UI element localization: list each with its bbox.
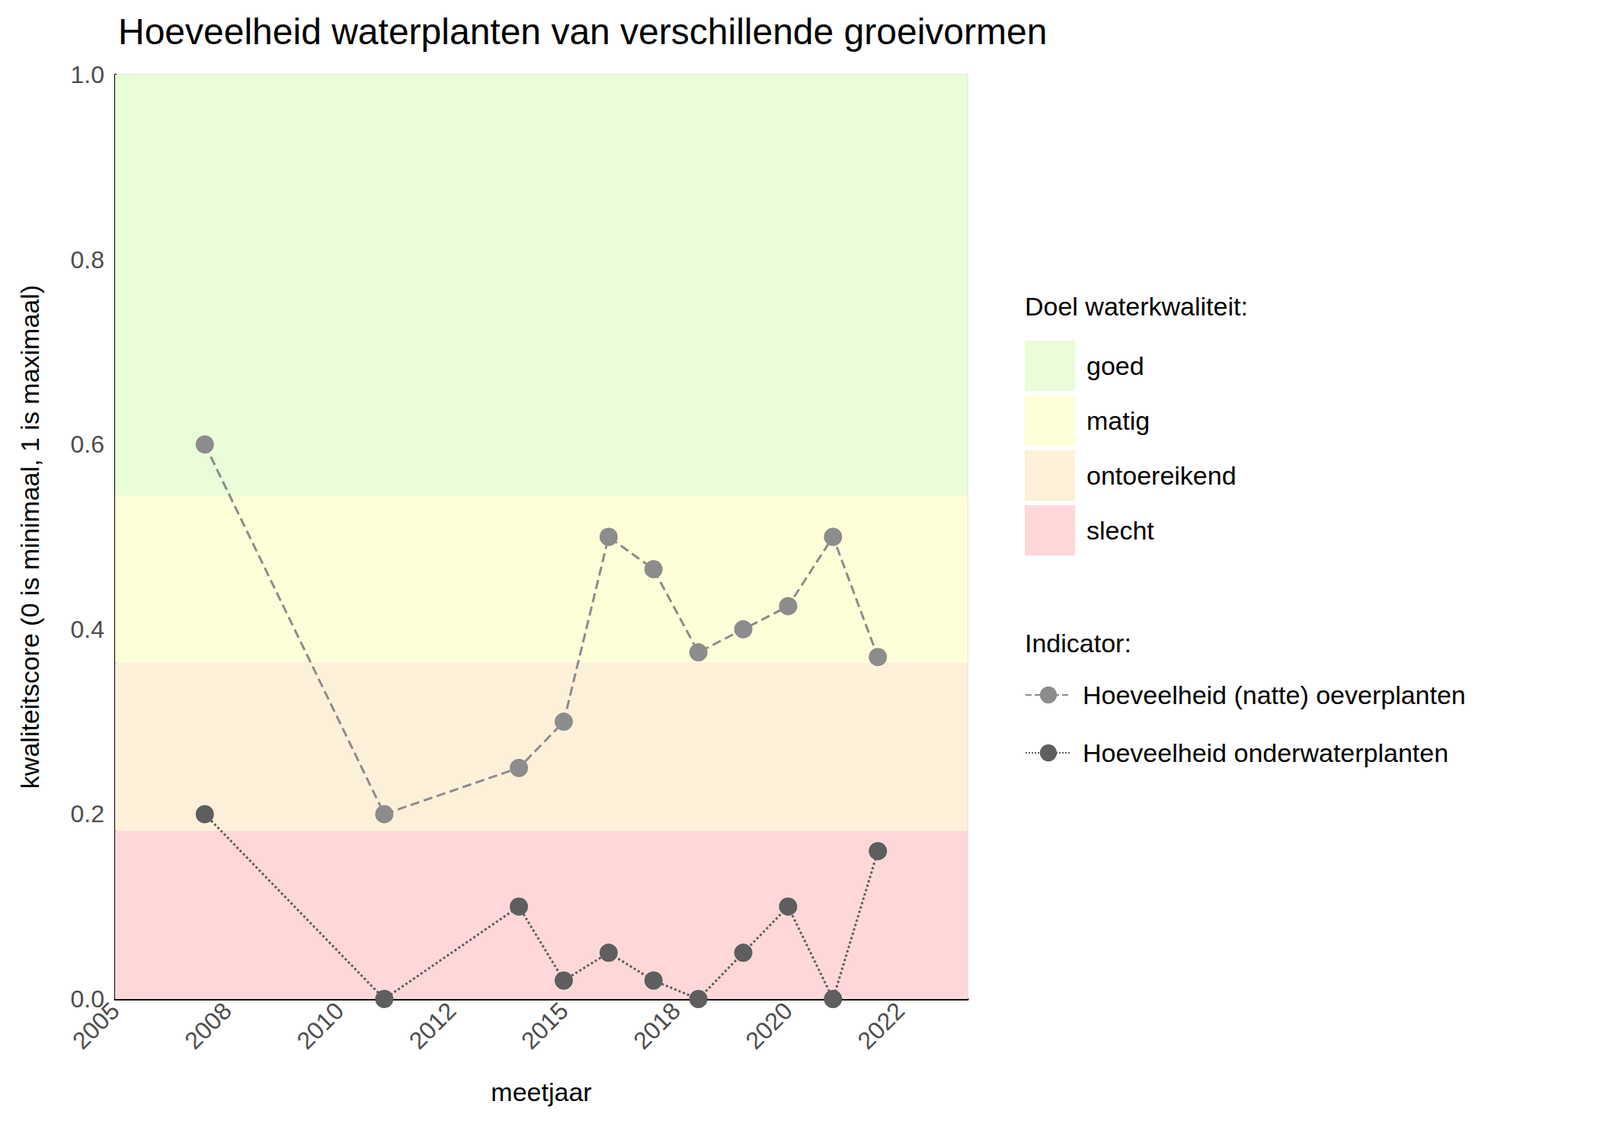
svg-text:2018: 2018	[627, 996, 686, 1055]
svg-text:goed: goed	[1086, 351, 1145, 381]
svg-text:meetjaar: meetjaar	[490, 1077, 592, 1107]
svg-text:0.2: 0.2	[70, 800, 105, 828]
svg-text:0.4: 0.4	[70, 615, 105, 644]
svg-text:2012: 2012	[403, 996, 462, 1055]
svg-text:2015: 2015	[515, 996, 574, 1055]
svg-text:slecht: slecht	[1086, 515, 1155, 545]
svg-text:Hoeveelheid (natte) oeverplant: Hoeveelheid (natte) oeverplanten	[1082, 680, 1466, 710]
svg-text:Doel waterkwaliteit:: Doel waterkwaliteit:	[1024, 291, 1248, 321]
svg-text:2010: 2010	[291, 996, 349, 1055]
svg-text:0.0: 0.0	[70, 985, 105, 1013]
svg-text:Indicator:: Indicator:	[1024, 628, 1132, 658]
svg-text:matig: matig	[1086, 406, 1150, 436]
svg-text:2008: 2008	[179, 996, 237, 1055]
svg-text:ontoereikend: ontoereikend	[1086, 460, 1237, 490]
svg-text:2020: 2020	[739, 996, 798, 1055]
svg-text:Hoeveelheid onderwaterplanten: Hoeveelheid onderwaterplanten	[1082, 738, 1449, 768]
svg-text:kwaliteitscore (0 is minimaal,: kwaliteitscore (0 is minimaal, 1 is maxi…	[15, 284, 45, 789]
svg-text:Hoeveelheid waterplanten van v: Hoeveelheid waterplanten van verschillen…	[118, 11, 1047, 52]
svg-text:0.8: 0.8	[70, 246, 105, 274]
svg-text:2005: 2005	[67, 996, 125, 1055]
svg-text:0.6: 0.6	[70, 430, 105, 458]
svg-text:2022: 2022	[852, 996, 911, 1055]
svg-text:1.0: 1.0	[70, 60, 105, 89]
